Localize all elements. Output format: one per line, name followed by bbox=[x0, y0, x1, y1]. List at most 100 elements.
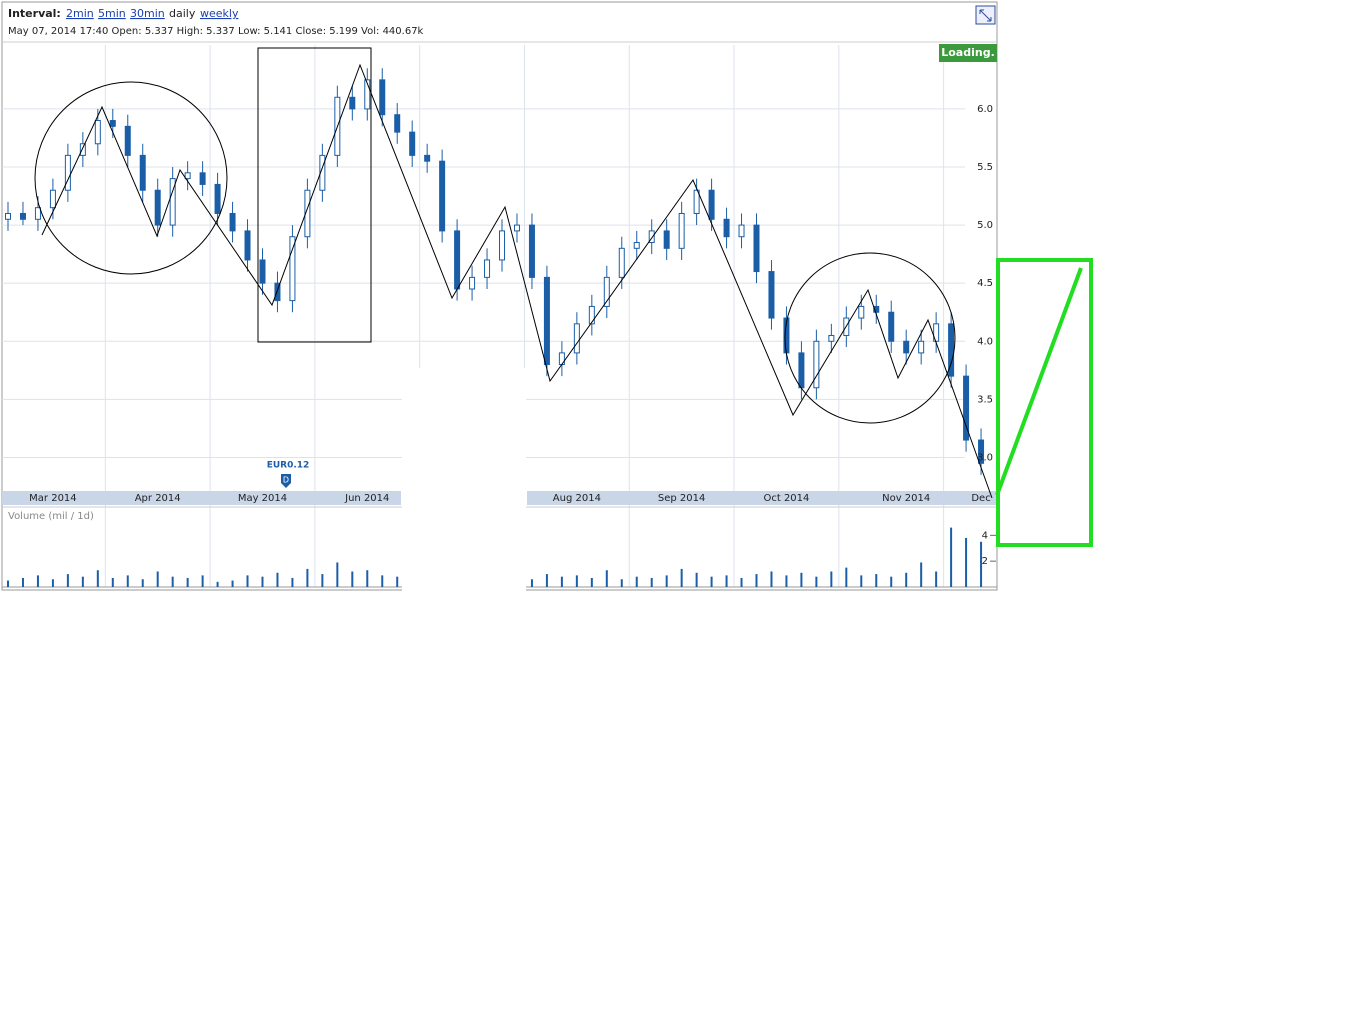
volume-bar bbox=[695, 572, 698, 587]
volume-bar bbox=[366, 570, 369, 587]
candle-body bbox=[469, 276, 476, 290]
candle-body bbox=[723, 218, 730, 238]
interval-link[interactable]: 5min bbox=[98, 7, 126, 20]
candle-body bbox=[918, 340, 925, 354]
y-tick-label: 3.5 bbox=[977, 394, 993, 405]
volume-bar bbox=[710, 576, 713, 587]
interval-link[interactable]: 2min bbox=[66, 7, 94, 20]
volume-bar bbox=[830, 571, 833, 587]
candle-body bbox=[19, 212, 26, 220]
interval-label: Interval: bbox=[8, 7, 61, 20]
volume-bar bbox=[590, 577, 593, 587]
candle-body bbox=[304, 189, 311, 238]
candle-body bbox=[948, 323, 955, 377]
volume-bar bbox=[216, 581, 219, 587]
candle-body bbox=[813, 340, 820, 389]
candle-body bbox=[903, 340, 910, 354]
volume-bar bbox=[261, 576, 264, 587]
x-tick-label: Mar 2014 bbox=[29, 493, 77, 504]
volume-bar bbox=[246, 575, 249, 587]
candle-body bbox=[79, 143, 86, 156]
volume-bar bbox=[336, 562, 339, 587]
candle-body bbox=[259, 259, 266, 284]
candle-body bbox=[319, 154, 326, 191]
volume-bar bbox=[351, 571, 354, 587]
volume-bar bbox=[905, 572, 908, 587]
dividend-label: EUR0.12 bbox=[267, 461, 310, 471]
candle-body bbox=[394, 114, 401, 133]
y-tick-label: 4.0 bbox=[977, 336, 993, 347]
green-annotation bbox=[995, 258, 1093, 547]
volume-bar bbox=[306, 568, 309, 587]
y-tick-label: 4 bbox=[982, 530, 988, 541]
candle-body bbox=[169, 178, 176, 226]
volume-bar bbox=[291, 577, 294, 587]
volume-bar bbox=[605, 570, 608, 587]
candle-body bbox=[274, 282, 281, 302]
x-tick-label: Oct 2014 bbox=[763, 493, 809, 504]
candle-body bbox=[454, 230, 461, 290]
volume-bar bbox=[186, 577, 189, 587]
volume-bar bbox=[635, 576, 638, 587]
candle-body bbox=[199, 172, 206, 185]
candle-body bbox=[798, 352, 805, 389]
volume-bar bbox=[845, 567, 848, 587]
candle-body bbox=[379, 79, 386, 116]
volume-bar bbox=[396, 576, 399, 587]
candle-body bbox=[603, 276, 610, 307]
volume-bar bbox=[890, 576, 893, 587]
x-tick-label: Nov 2014 bbox=[882, 493, 930, 504]
volume-bar bbox=[815, 576, 818, 587]
candle-body bbox=[573, 323, 580, 354]
candle-body bbox=[558, 352, 565, 366]
candle-body bbox=[648, 230, 655, 244]
x-tick-label: Jun 2014 bbox=[344, 493, 389, 504]
volume-bar bbox=[201, 575, 204, 587]
volume-bar bbox=[156, 571, 159, 587]
candle-body bbox=[484, 259, 491, 278]
expand-button[interactable] bbox=[975, 5, 996, 25]
volume-bar bbox=[530, 579, 533, 587]
candle-body bbox=[109, 120, 116, 127]
dividend-badge: D bbox=[283, 476, 289, 485]
volume-title: Volume (mil / 1d) bbox=[8, 511, 94, 522]
candle-body bbox=[663, 230, 670, 249]
candle-body bbox=[139, 154, 146, 191]
y-tick-label: 3.0 bbox=[977, 452, 993, 463]
y-tick-label: 5.5 bbox=[977, 162, 993, 173]
volume-bar bbox=[545, 574, 548, 587]
candle-body bbox=[244, 230, 251, 261]
candle-body bbox=[738, 224, 745, 238]
dividend-marker bbox=[281, 474, 291, 488]
volume-bar bbox=[680, 568, 683, 587]
interval-link[interactable]: 30min bbox=[130, 7, 165, 20]
volume-bar bbox=[575, 575, 578, 587]
candle-body bbox=[49, 189, 56, 209]
volume-bar bbox=[381, 575, 384, 587]
candle-body bbox=[888, 311, 895, 342]
candle-body bbox=[543, 276, 550, 366]
volume-bar bbox=[920, 562, 923, 587]
candle-body bbox=[618, 247, 625, 278]
candle-body bbox=[409, 131, 416, 156]
x-tick-label: Sep 2014 bbox=[658, 493, 705, 504]
volume-bar bbox=[770, 571, 773, 587]
interval-link[interactable]: weekly bbox=[200, 7, 239, 20]
volume-bar bbox=[171, 576, 174, 587]
volume-bar bbox=[321, 574, 324, 587]
candle-body bbox=[828, 334, 835, 342]
x-tick-label: Aug 2014 bbox=[553, 493, 601, 504]
volume-bar bbox=[7, 580, 9, 587]
volume-bar bbox=[755, 574, 758, 587]
interval-current: daily bbox=[169, 7, 196, 20]
volume-bar bbox=[980, 541, 983, 587]
candle-body bbox=[678, 212, 685, 249]
candle-body bbox=[64, 154, 71, 191]
x-axis-band bbox=[527, 491, 997, 505]
volume-bar bbox=[875, 574, 878, 587]
y-tick-label: 6.0 bbox=[977, 104, 993, 115]
x-tick-label: May 2014 bbox=[238, 493, 287, 504]
candle-body bbox=[768, 271, 775, 319]
